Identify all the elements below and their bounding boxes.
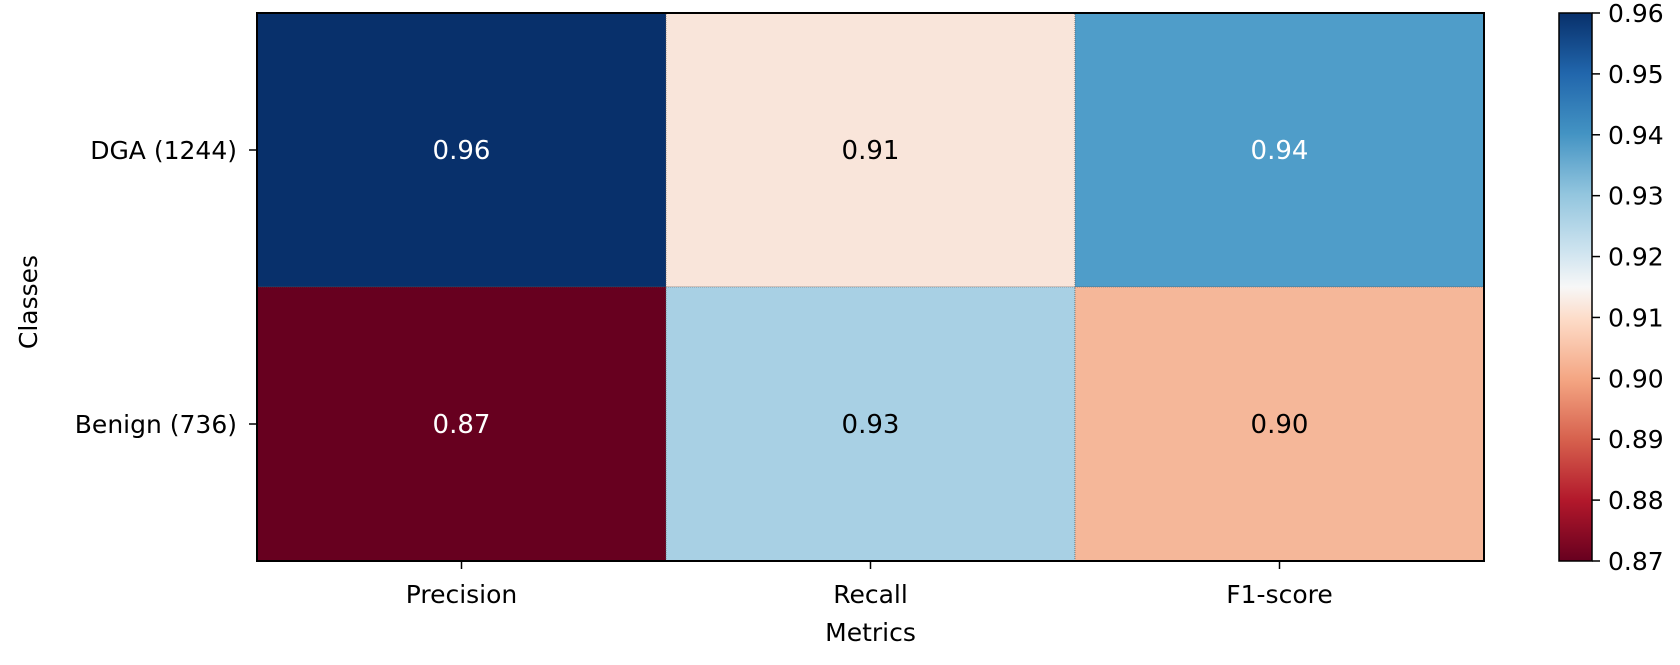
cell-value-label: 0.96 (433, 136, 491, 166)
heatmap-cell (1074, 286, 1485, 562)
colorbar-tick-label: 0.90 (1608, 364, 1664, 393)
heatmap-cell-labels: 0.96 0.91 0.94 0.87 0.93 0.90 (433, 136, 1309, 440)
cell-value-label: 0.87 (433, 410, 491, 440)
colorbar: 0.87 0.88 0.89 0.90 0.91 0.92 0.93 0.94 0.95 0.96 (1558, 0, 1664, 576)
x-tick-label: Precision (406, 580, 518, 609)
heatmap-cell (256, 286, 667, 562)
x-axis-ticks: Precision Recall F1-score (406, 561, 1333, 609)
colorbar-gradient (1558, 12, 1593, 562)
colorbar-tick-label: 0.89 (1608, 425, 1664, 454)
cell-value-label: 0.93 (842, 410, 900, 440)
cell-value-label: 0.90 (1251, 410, 1309, 440)
heatmap-cell (256, 12, 667, 288)
cell-value-label: 0.94 (1251, 136, 1309, 166)
x-tick-label: Recall (833, 580, 908, 609)
y-axis-label: Classes (14, 255, 43, 349)
x-tick-label: F1-score (1226, 580, 1332, 609)
colorbar-tick-label: 0.92 (1608, 243, 1664, 272)
x-axis-label: Metrics (825, 618, 916, 647)
y-axis-ticks: DGA (1244) Benign (736) (75, 136, 257, 439)
colorbar-tick-label: 0.95 (1608, 60, 1664, 89)
colorbar-tick-label: 0.88 (1608, 486, 1664, 515)
colorbar-tick-label: 0.94 (1608, 121, 1664, 150)
heatmap-cells (256, 12, 1485, 562)
y-tick-label: Benign (736) (75, 410, 237, 439)
colorbar-tick-label: 0.96 (1608, 0, 1664, 28)
heatmap-cell (665, 286, 1076, 562)
y-tick-label: DGA (1244) (90, 136, 237, 165)
colorbar-tick-label: 0.91 (1608, 303, 1664, 332)
heatmap-cell (1074, 12, 1485, 288)
cell-value-label: 0.91 (842, 136, 900, 166)
heatmap-cell (665, 12, 1076, 288)
colorbar-tick-label: 0.93 (1608, 182, 1664, 211)
colorbar-tick-label: 0.87 (1608, 547, 1664, 576)
